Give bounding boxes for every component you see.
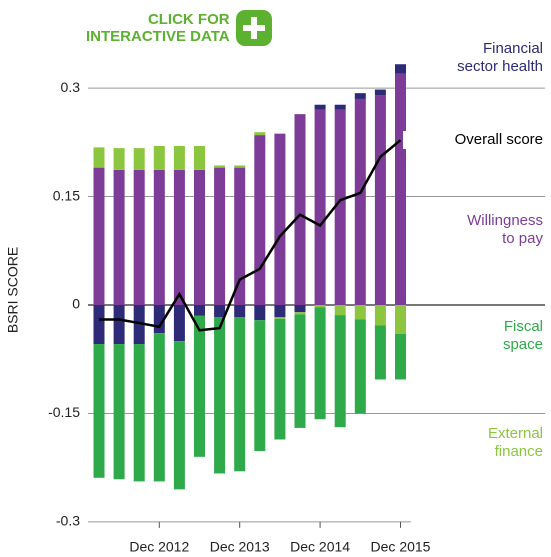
legend-label: External finance: [468, 425, 543, 461]
button-line[interactable]: CLICK FOR: [147, 11, 230, 28]
bar-segment: [254, 320, 266, 452]
bar-segment: [254, 132, 266, 136]
bar-segment: [173, 341, 185, 490]
bar-segment: [173, 305, 185, 342]
bar-segment: [354, 98, 366, 305]
bar-segment: [334, 104, 346, 110]
bar-segment: [334, 109, 346, 305]
bar-segment: [214, 317, 226, 474]
y-tick-label: 0.15: [53, 187, 80, 203]
button-text[interactable]: CLICK FOR INTERACTIVE DATA: [86, 11, 230, 45]
bar-segment: [93, 344, 105, 478]
bar-segment: [254, 305, 266, 321]
bar-segment: [354, 319, 366, 414]
bar-segment: [395, 305, 406, 334]
bar-segment: [133, 169, 145, 305]
bar-segment: [113, 148, 125, 170]
bar-segment: [374, 89, 386, 96]
legend-label: Fiscal space: [481, 318, 543, 354]
bar-segment: [334, 315, 346, 428]
bar-segment: [354, 93, 366, 99]
y-tick-label: -0.15: [48, 404, 80, 420]
bar-segment: [314, 305, 326, 308]
bar-segment: [234, 317, 246, 472]
x-tick-label: Dec 2015: [371, 539, 431, 555]
bar-segment: [374, 325, 386, 380]
bar-segment: [374, 305, 386, 326]
bar-segment: [274, 305, 286, 318]
bar-segment: [234, 305, 246, 318]
y-tick-label: -0.3: [56, 513, 80, 529]
bar-segment: [93, 147, 105, 168]
bar-segment: [395, 73, 406, 305]
bar-segment: [173, 145, 185, 170]
bar-segment: [93, 167, 105, 305]
bar-segment: [395, 333, 406, 380]
bar-segment: [254, 135, 266, 305]
bar-segment: [294, 314, 306, 428]
y-axis-label: BSRI SCORE: [5, 247, 21, 333]
bar-segment: [354, 305, 366, 320]
bar-segment: [194, 315, 205, 457]
x-tick-label: Dec 2014: [290, 539, 350, 555]
legend-label: Willingness to pay: [453, 212, 543, 248]
bar-segment: [194, 305, 205, 316]
bar-segment: [133, 148, 145, 170]
interactive-data-button[interactable]: CLICK FOR INTERACTIVE DATA: [86, 10, 272, 46]
bar-segment: [274, 318, 286, 440]
bar-segment: [194, 145, 205, 170]
bar-segment: [113, 169, 125, 305]
bar-segment: [194, 169, 205, 305]
x-tick-label: Dec 2013: [210, 539, 270, 555]
bar-segment: [153, 145, 165, 170]
bar-segment: [294, 305, 306, 313]
legend-label: Overall score: [403, 131, 543, 149]
bar-segment: [294, 114, 306, 306]
bar-segment: [334, 305, 346, 316]
bar-segment: [314, 104, 326, 110]
bar-segment: [274, 133, 286, 305]
bar-segment: [234, 165, 246, 168]
plus-icon[interactable]: [235, 10, 272, 46]
bar-segment: [374, 95, 386, 305]
bar-segment: [294, 312, 306, 315]
bar-segment: [274, 317, 286, 319]
bar-segment: [314, 307, 326, 420]
overall-line: [99, 139, 402, 332]
bar-segment: [314, 109, 326, 305]
legend-label: Financial sector health: [443, 40, 543, 76]
bar-segment: [173, 169, 185, 305]
button-line[interactable]: INTERACTIVE DATA: [86, 28, 230, 45]
bar-segment: [113, 344, 125, 480]
bar-segment: [133, 344, 145, 482]
y-tick-label: 0.3: [61, 79, 81, 95]
bar-segment: [153, 305, 165, 334]
bar-segment: [214, 167, 226, 305]
y-tick-label: 0: [72, 296, 80, 312]
bar-segment: [153, 169, 165, 305]
bar-segment: [153, 333, 165, 482]
bar-segment: [214, 165, 226, 168]
bar-segment: [113, 305, 125, 345]
bar-segment: [214, 305, 226, 318]
bar-segment: [133, 305, 145, 345]
bar-segment: [234, 167, 246, 305]
bar-segment: [395, 64, 406, 74]
x-tick-label: Dec 2012: [129, 539, 189, 555]
bar-segment: [93, 305, 105, 345]
